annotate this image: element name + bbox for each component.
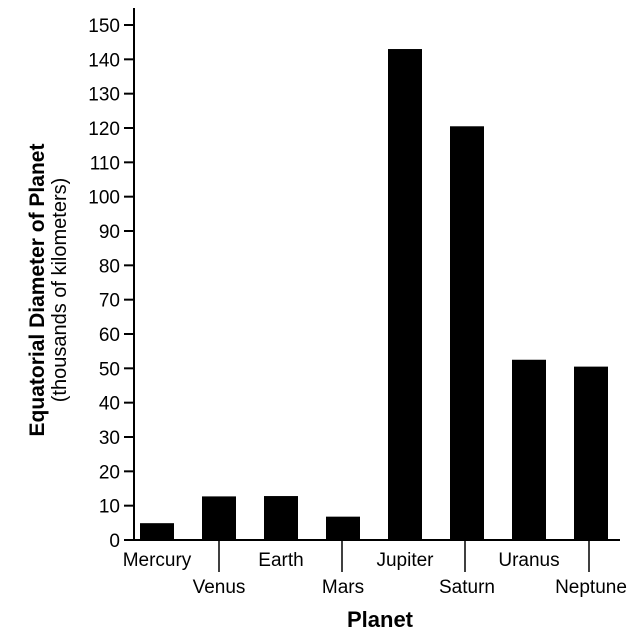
bar-neptune (574, 366, 608, 540)
y-tick-label: 120 (88, 119, 120, 140)
y-tick-label: 0 (109, 531, 120, 552)
y-tick-label: 40 (99, 394, 120, 415)
y-tick-label: 10 (99, 497, 120, 518)
y-tick-label: 150 (88, 16, 120, 37)
bar-jupiter (388, 49, 422, 541)
bar-earth (264, 496, 298, 540)
bar-uranus (512, 359, 546, 540)
y-tick-label: 140 (88, 50, 120, 71)
x-tick-label: Venus (193, 577, 246, 598)
x-tick-label: Earth (258, 550, 303, 571)
y-tick-label: 20 (99, 462, 120, 483)
bar-mercury (140, 523, 174, 540)
bars (140, 49, 608, 541)
y-axis-subtitle: (thousands of kilometers) (49, 178, 71, 403)
x-tick-label: Neptune (555, 577, 627, 598)
bar-venus (202, 496, 236, 540)
y-tick-label: 100 (88, 188, 120, 209)
x-tick-label: Mars (322, 577, 364, 598)
x-tick-label: Uranus (498, 550, 559, 571)
y-tick-label: 80 (99, 256, 120, 277)
y-axis-title-group: Equatorial Diameter of Planet (thousands… (26, 144, 71, 437)
x-tick-label: Jupiter (376, 550, 434, 571)
y-tick-label: 70 (99, 291, 120, 312)
y-tick-label: 110 (90, 153, 120, 174)
x-tick-label: Saturn (439, 577, 495, 598)
x-tick-label: Mercury (123, 550, 192, 571)
y-tick-label: 90 (99, 222, 120, 243)
y-tick-label: 30 (99, 428, 120, 449)
y-tick-label: 50 (99, 359, 120, 380)
bar-mars (326, 516, 360, 540)
y-axis-title: Equatorial Diameter of Planet (26, 144, 49, 437)
bar-saturn (450, 126, 484, 541)
y-tick-label: 60 (99, 325, 120, 346)
y-axis: 0 10 20 30 40 50 60 70 80 90 100 110 120 130 140 150 (88, 8, 135, 552)
x-axis-title: Planet (347, 607, 414, 632)
y-tick-label: 130 (88, 85, 120, 106)
